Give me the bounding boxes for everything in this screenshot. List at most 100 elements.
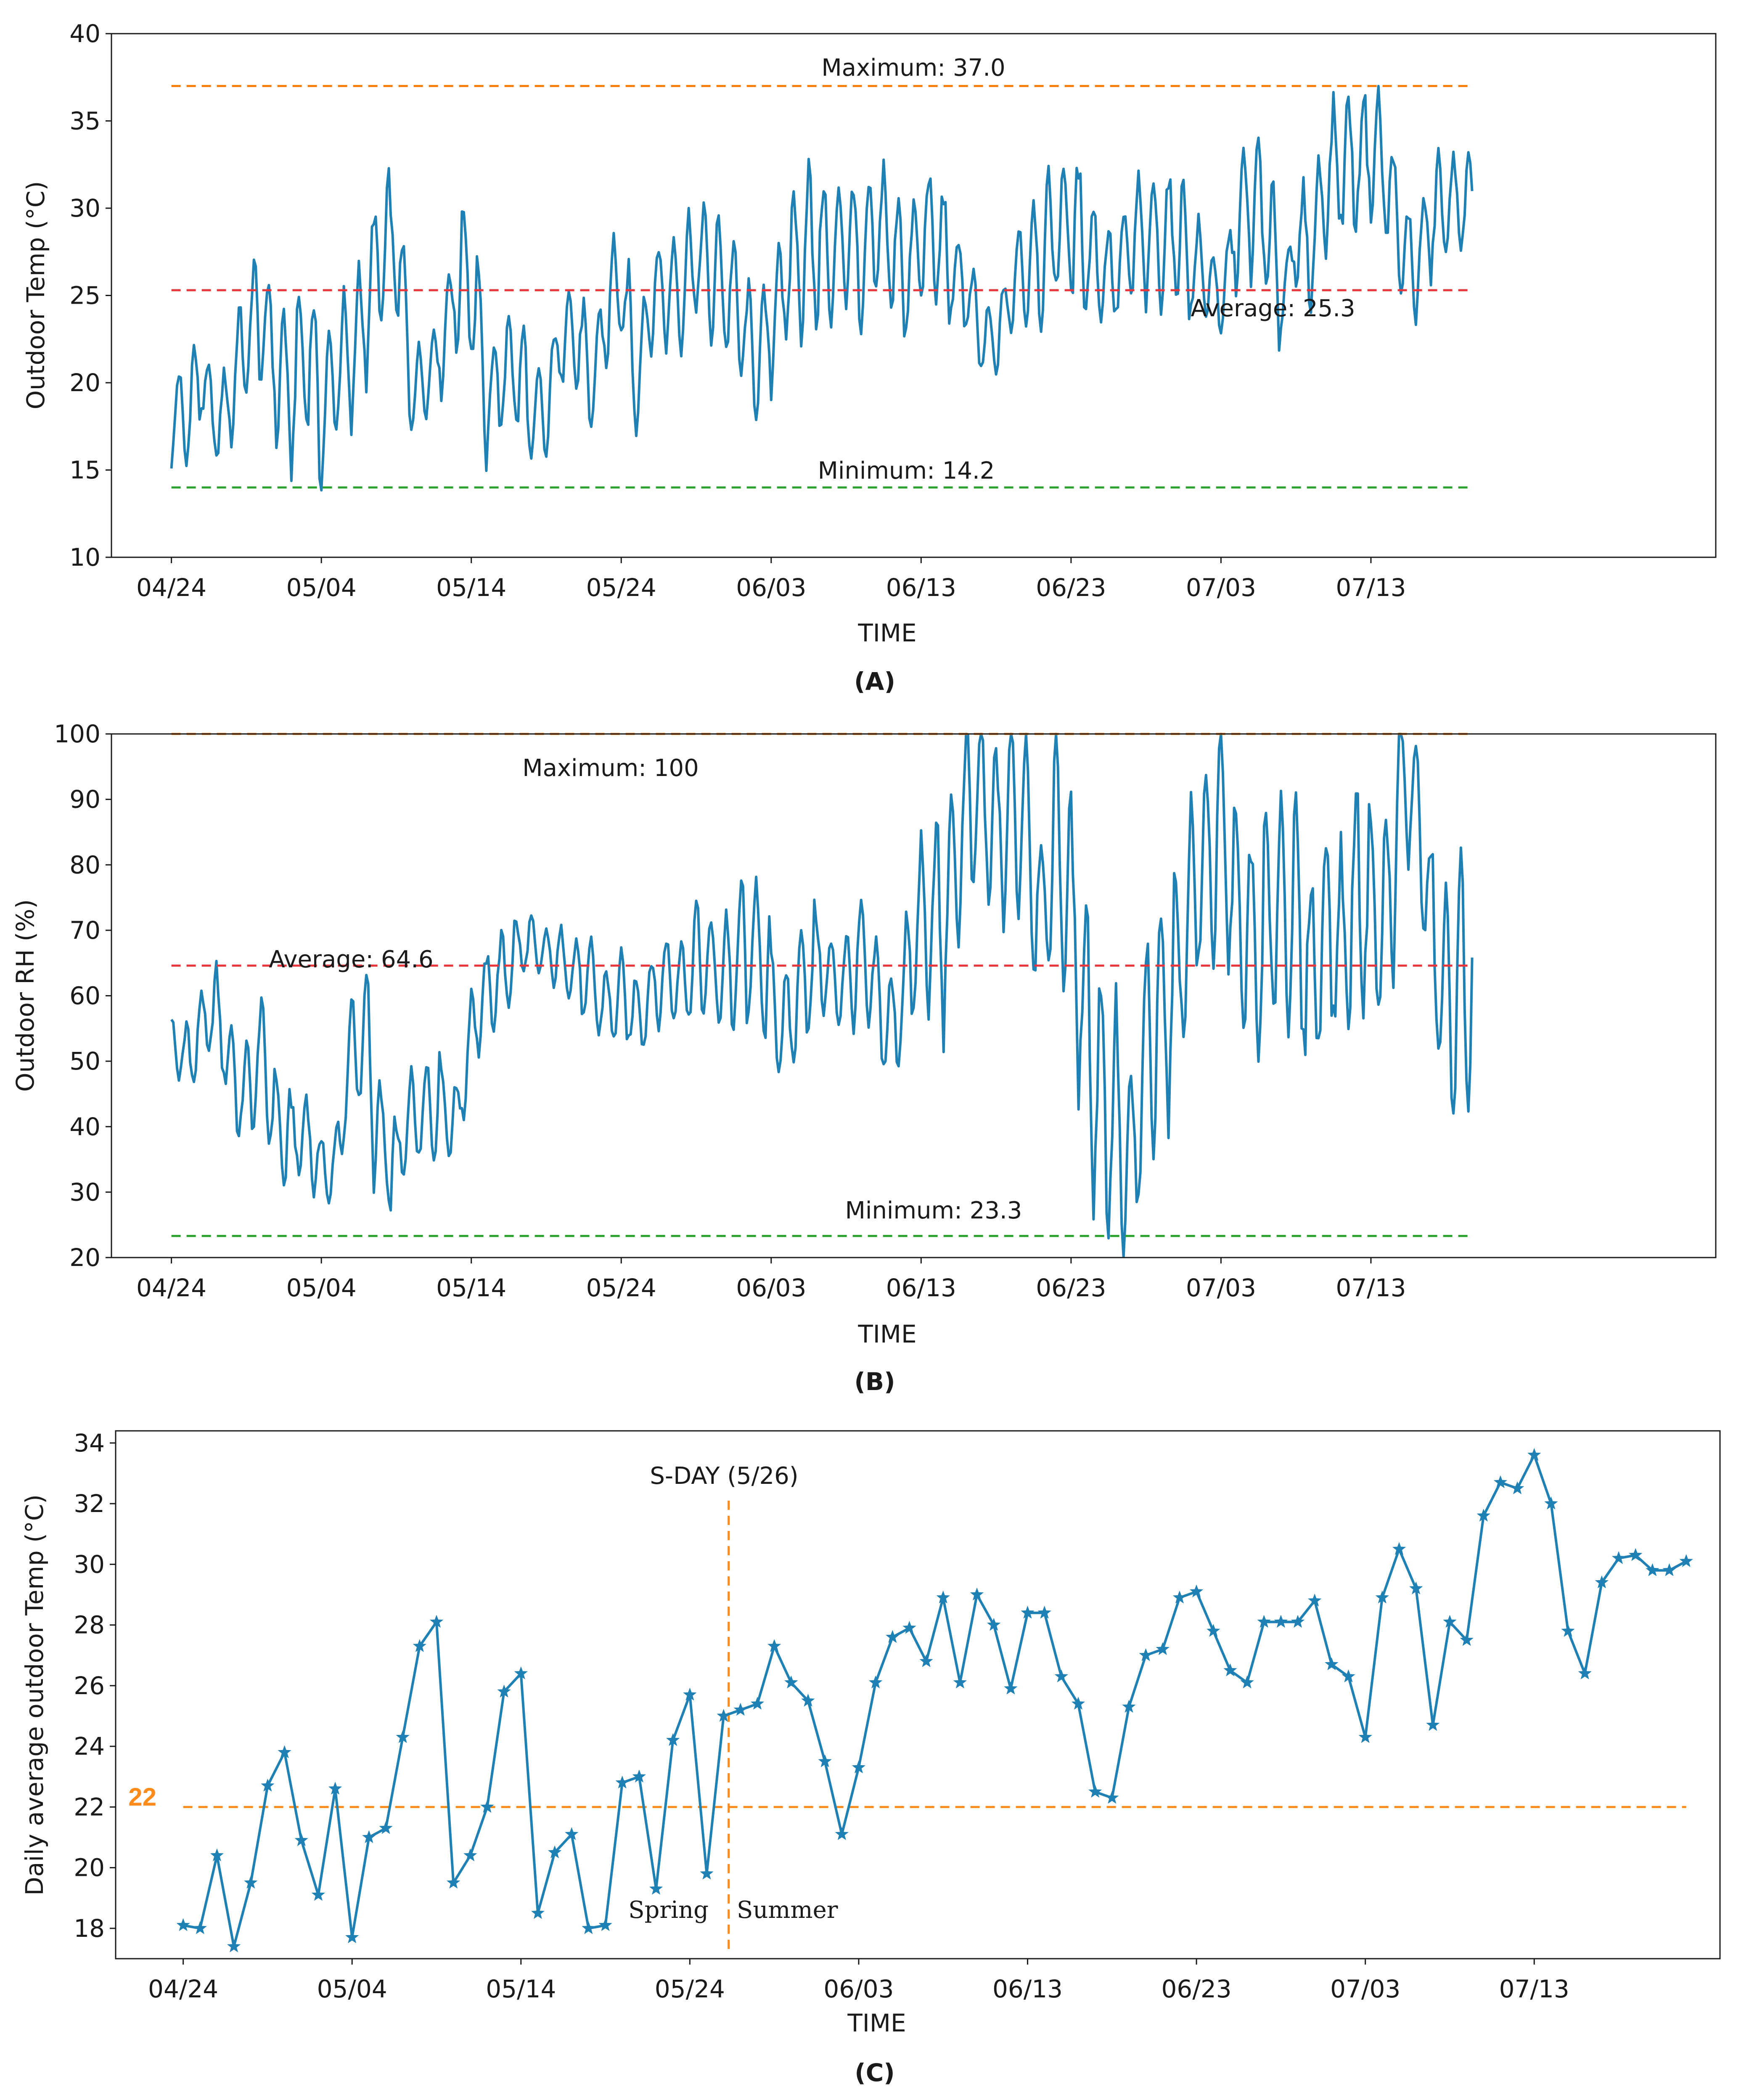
panel-c-data-point [311, 1888, 325, 1901]
panel-b-x-tick-label: 05/14 [436, 1274, 506, 1302]
panel-c-data-point [936, 1590, 950, 1604]
panel-c-x-axis-label: TIME [847, 2009, 906, 2037]
panel-c-data-point [497, 1684, 511, 1697]
panel-c-data-point [514, 1666, 528, 1679]
panel-c-data-point [278, 1745, 291, 1758]
panel-b-y-ticks: 20 30 40 50 60 70 80 90 100 [54, 720, 111, 1272]
panel-b-y-tick-label: 30 [69, 1178, 101, 1206]
panel-c-y-tick-label: 30 [74, 1550, 105, 1578]
panel-c-data-point [413, 1639, 426, 1652]
panel-c-data-point [1189, 1584, 1204, 1597]
panel-a-y-tick-label: 30 [69, 194, 101, 222]
panel-a-x-tick-label: 05/24 [586, 573, 656, 602]
panel-c-data-point [345, 1930, 359, 1944]
panel-a-x-tick-label: 06/03 [736, 573, 806, 602]
panel-b-y-tick-label: 90 [69, 785, 101, 814]
panel-c-data-point [447, 1875, 460, 1889]
panel-a-y-ticks: 10 15 20 25 30 35 40 [69, 19, 111, 572]
panel-c-data-point [429, 1615, 444, 1628]
panel-c-y-tick-label: 26 [74, 1671, 105, 1700]
panel-c-threshold-label: 22 [128, 1783, 156, 1811]
panel-c-data-point [970, 1587, 984, 1601]
panel-b-y-tick-label: 70 [69, 916, 101, 945]
panel-c-data-point [750, 1697, 765, 1710]
panel-c-x-tick-label: 05/04 [317, 1975, 387, 2003]
panel-c-data-point [717, 1709, 730, 1722]
panel-c-data-point [666, 1733, 680, 1746]
panel-c-data-point [328, 1782, 342, 1795]
panel-c-data-point [1223, 1663, 1237, 1676]
panel-a-outdoor-temperature: 10 15 20 25 30 35 40 04/24 05/04 05/14 05/24 06/03… [21, 19, 1717, 696]
panel-c-data-point [598, 1918, 612, 1931]
panel-c-data-point [463, 1848, 477, 1862]
panel-c-data-point [1207, 1624, 1220, 1637]
panel-c-data-point [1172, 1590, 1187, 1604]
panel-c-data-point [1139, 1648, 1153, 1661]
panel-c-data-point [1578, 1666, 1592, 1679]
panel-c-data-point [615, 1775, 629, 1789]
panel-c-data-point [531, 1906, 545, 1919]
panel-a-x-tick-label: 06/23 [1036, 573, 1106, 602]
panel-a-caption: (A) [854, 667, 895, 696]
panel-c-data-point [362, 1830, 376, 1843]
panel-b-x-tick-label: 05/04 [286, 1274, 357, 1302]
panel-c-x-tick-label: 05/24 [655, 1975, 725, 2003]
panel-b-average-label: Average: 64.6 [269, 946, 433, 973]
panel-c-data-point [1358, 1730, 1372, 1743]
panel-b-x-tick-label: 04/24 [136, 1274, 206, 1302]
panel-a-x-tick-label: 04/24 [136, 573, 206, 602]
panel-c-data-point [1409, 1581, 1423, 1594]
panel-b-y-tick-label: 100 [54, 720, 101, 748]
panel-c-y-axis-label: Daily average outdoor Temp (°C) [20, 1494, 49, 1896]
panel-c-data-point [1611, 1551, 1626, 1564]
panel-b-series-line [170, 733, 1474, 1258]
panel-c-x-ticks: 04/24 05/04 05/14 05/24 06/03 06/13 06/23 07/03… [148, 1959, 1569, 2003]
panel-c-data-point [1646, 1563, 1659, 1576]
panel-c-data-point [1240, 1675, 1254, 1689]
panel-c-y-tick-label: 20 [74, 1854, 105, 1882]
panel-c-data-point [902, 1621, 916, 1634]
panel-c-data-point [1679, 1554, 1693, 1567]
panel-c-data-point [1004, 1682, 1018, 1695]
panel-b-x-tick-label: 07/03 [1186, 1274, 1256, 1302]
panel-c-data-point [1493, 1475, 1508, 1488]
panel-c-data-point [1105, 1790, 1119, 1804]
panel-c-data-point [294, 1833, 308, 1846]
panel-b-y-axis-label: Outdoor RH (%) [11, 899, 40, 1092]
panel-c-data-point [868, 1675, 883, 1689]
panel-b-y-tick-label: 80 [69, 850, 101, 879]
panel-a-minimum-label: Minimum: 14.2 [818, 457, 995, 485]
panel-a-y-tick-label: 20 [69, 368, 101, 397]
panel-b-series-layer [170, 733, 1474, 1258]
panel-a-x-tick-label: 05/04 [286, 573, 357, 602]
panel-c-data-point [1156, 1642, 1170, 1655]
panel-c-data-point [565, 1827, 579, 1840]
panel-c-data-point [1629, 1548, 1643, 1561]
panel-a-y-tick-label: 15 [69, 456, 101, 485]
panel-c-data-point [953, 1675, 967, 1689]
panel-c-data-point [1037, 1605, 1051, 1619]
panel-a-y-tick-label: 25 [69, 281, 101, 310]
panel-a-average-label: Average: 25.3 [1191, 295, 1355, 322]
panel-b-x-tick-label: 07/13 [1336, 1274, 1406, 1302]
panel-a-series-layer [170, 85, 1474, 492]
panel-c-data-point [227, 1939, 241, 1952]
panel-c-y-tick-label: 24 [74, 1732, 105, 1761]
panel-c-data-point [1662, 1563, 1676, 1576]
panel-c-data-point [700, 1867, 714, 1880]
panel-c-data-point [1392, 1542, 1406, 1555]
panel-c-data-point [1325, 1657, 1339, 1671]
panel-c-data-point [261, 1778, 275, 1792]
panel-a-x-tick-label: 05/14 [436, 573, 506, 602]
panel-c-sday-label: S-DAY (5/26) [650, 1462, 798, 1490]
panel-c-data-point [1257, 1615, 1271, 1628]
panel-b-maximum-label: Maximum: 100 [522, 755, 699, 782]
panel-c-x-tick-label: 05/14 [486, 1975, 556, 2003]
panel-c-data-point [919, 1654, 933, 1667]
panel-c-x-tick-label: 06/23 [1162, 1975, 1232, 2003]
panel-b-y-tick-label: 40 [69, 1112, 101, 1141]
panel-b-x-tick-label: 06/03 [736, 1274, 806, 1302]
panel-c-x-tick-label: 04/24 [148, 1975, 218, 2003]
